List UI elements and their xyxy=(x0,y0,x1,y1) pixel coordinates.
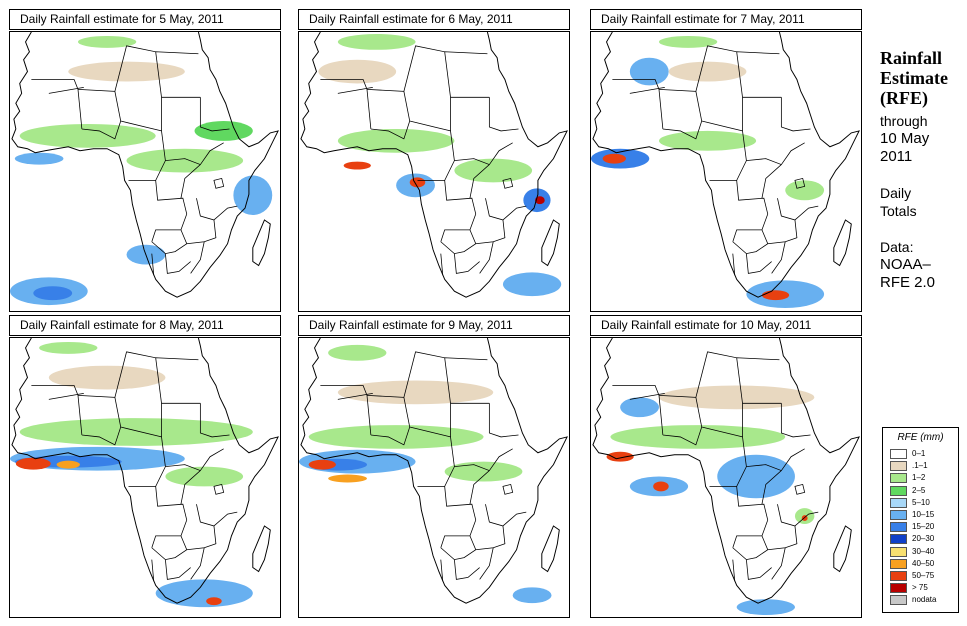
caption-date: 10 May xyxy=(880,130,930,147)
legend-swatch xyxy=(890,510,907,520)
rainfall-map xyxy=(298,31,570,312)
legend-swatch xyxy=(890,546,907,557)
rainfall-map xyxy=(590,337,862,618)
legend-label: nodata xyxy=(912,595,937,605)
rainfall-cells xyxy=(299,344,552,604)
panel-title: Daily Rainfall estimate for 7 May, 2011 xyxy=(590,9,862,30)
rainfall-map xyxy=(9,337,281,618)
legend-item: nodata xyxy=(890,595,958,606)
panel-title: Daily Rainfall estimate for 5 May, 2011 xyxy=(9,9,281,30)
map-panel: Daily Rainfall estimate for 7 May, 2011 xyxy=(590,9,862,312)
rainfall-map xyxy=(590,31,862,312)
map-panel: Daily Rainfall estimate for 5 May, 2011 xyxy=(9,9,281,312)
legend-item: 20–30 xyxy=(890,534,958,545)
map-panel: Daily Rainfall estimate for 8 May, 2011 xyxy=(9,315,281,618)
legend-swatch xyxy=(890,595,907,606)
rainfall-map xyxy=(9,31,281,312)
legend-item: 0–1 xyxy=(890,449,958,460)
legend-item: 5–10 xyxy=(890,497,958,509)
caption-totals: Totals xyxy=(880,203,917,219)
legend-swatch xyxy=(890,558,907,569)
legend-swatch xyxy=(890,461,907,472)
rainfall-cells xyxy=(10,35,273,306)
legend-swatch xyxy=(890,522,907,533)
caption-data-label: Data: xyxy=(880,239,914,255)
caption-source: RFE 2.0 xyxy=(880,274,936,291)
legend-item: > 75 xyxy=(890,583,958,594)
legend-label: 20–30 xyxy=(912,534,935,544)
rainfall-cells xyxy=(10,341,253,608)
caption-through: through xyxy=(880,113,928,129)
legend-swatch xyxy=(890,485,907,496)
rainfall-legend: RFE (mm) 0–1 .1–1 1–2 2–5 5–10 10–15 15–20 20–3… xyxy=(882,427,959,613)
map-panel: Daily Rainfall estimate for 9 May, 2011 xyxy=(298,315,570,618)
rainfall-cells xyxy=(606,385,815,616)
legend-swatch xyxy=(890,571,907,581)
legend-item: 50–75 xyxy=(890,571,958,582)
legend-label: 50–75 xyxy=(912,571,935,580)
rainfall-cells xyxy=(318,33,562,297)
panel-title: Daily Rainfall estimate for 9 May, 2011 xyxy=(298,315,570,336)
legend-item: 15–20 xyxy=(890,522,958,533)
caption-date: 2011 xyxy=(880,148,913,165)
legend-title: RFE (mm) xyxy=(897,432,944,443)
map-panel: Daily Rainfall estimate for 10 May, 2011 xyxy=(590,315,862,618)
legend-label: 30–40 xyxy=(912,546,935,556)
map-panel: Daily Rainfall estimate for 6 May, 2011 xyxy=(298,9,570,312)
legend-label: 1–2 xyxy=(912,473,926,483)
panel-title: Daily Rainfall estimate for 10 May, 2011 xyxy=(590,315,862,336)
legend-swatch xyxy=(890,497,907,508)
legend-swatch xyxy=(890,449,907,459)
rainfall-cells xyxy=(591,35,825,309)
legend-label: 5–10 xyxy=(912,497,930,507)
legend-label: 10–15 xyxy=(912,510,935,519)
legend-item: 1–2 xyxy=(890,473,958,484)
caption-source: NOAA– xyxy=(880,256,931,273)
legend-label: .1–1 xyxy=(912,461,928,471)
legend-label: 40–50 xyxy=(912,558,935,568)
caption-daily: Daily xyxy=(880,185,912,201)
legend-swatch xyxy=(890,473,907,484)
legend-item: 40–50 xyxy=(890,558,958,570)
legend-item: 30–40 xyxy=(890,546,958,558)
legend-label: 0–1 xyxy=(912,449,926,458)
legend-swatch xyxy=(890,534,907,545)
legend-label: > 75 xyxy=(912,583,928,593)
caption-title-line: (RFE) xyxy=(880,88,928,108)
legend-item: 2–5 xyxy=(890,485,958,497)
legend-label: 15–20 xyxy=(912,522,935,532)
panel-title: Daily Rainfall estimate for 6 May, 2011 xyxy=(298,9,570,30)
caption-title-line: Estimate xyxy=(880,68,948,88)
panel-title: Daily Rainfall estimate for 8 May, 2011 xyxy=(9,315,281,336)
legend-item: 10–15 xyxy=(890,510,958,521)
legend-item: .1–1 xyxy=(890,461,958,472)
legend-swatch xyxy=(890,583,907,594)
caption-title-line: Rainfall xyxy=(880,48,943,68)
legend-label: 2–5 xyxy=(912,485,926,495)
figure-caption: Rainfall Estimate (RFE) through 10 May 2… xyxy=(880,48,965,292)
rainfall-map xyxy=(298,337,570,618)
